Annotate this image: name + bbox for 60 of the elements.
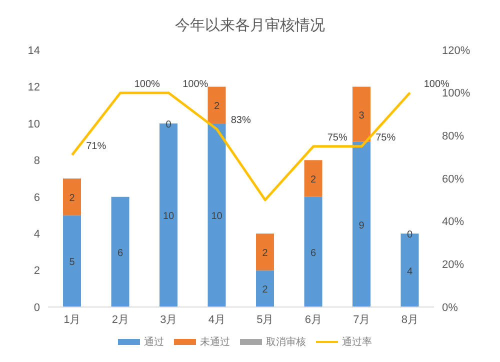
y-tick-label: 14 <box>28 44 40 57</box>
bar <box>208 123 226 307</box>
data-label: 2 <box>310 174 316 186</box>
y2-tick-label: 120% <box>442 44 470 57</box>
data-label: 2 <box>69 192 76 204</box>
bar <box>111 196 130 307</box>
legend-label: 未通过 <box>199 336 230 349</box>
bar <box>63 178 81 216</box>
legend-label: 通过 <box>143 336 164 349</box>
data-label: 3 <box>358 110 365 122</box>
y-tick-label: 6 <box>34 192 40 204</box>
bar <box>304 160 322 197</box>
data-label: 4 <box>406 266 413 278</box>
data-label: 100% <box>182 78 208 90</box>
data-label: 9 <box>358 220 365 232</box>
data-label: 2 <box>262 248 268 259</box>
data-label: 10 <box>211 211 223 222</box>
y-tick-label: 12 <box>28 82 40 94</box>
data-label: 100% <box>134 78 160 90</box>
y2-tick-label: 20% <box>442 259 464 272</box>
y2-tick-label: 100% <box>442 88 470 100</box>
x-tick-label: 4月 <box>208 314 226 326</box>
x-tick-label: 2月 <box>112 314 129 326</box>
y2-tick-label: 80% <box>442 130 464 143</box>
data-label: 2 <box>214 101 220 112</box>
data-label: 75% <box>376 132 396 144</box>
y-tick-label: 4 <box>34 228 40 240</box>
legend-label: 取消审核 <box>265 336 306 349</box>
x-tick-label: 5月 <box>256 314 274 326</box>
data-label: 6 <box>310 248 316 259</box>
data-label: 83% <box>230 115 251 126</box>
bar <box>352 142 370 307</box>
bar <box>208 86 226 124</box>
x-tick-label: 1月 <box>64 314 81 326</box>
y-tick-label: 0 <box>34 302 40 314</box>
chart-title: 今年以来各月审核情况 <box>174 15 326 36</box>
data-label: 75% <box>327 132 348 144</box>
y-tick-label: 10 <box>28 118 40 130</box>
y2-tick-label: 60% <box>442 173 464 186</box>
y2-tick-label: 0% <box>442 302 458 314</box>
bar <box>304 196 322 307</box>
bar <box>256 270 274 307</box>
data-label: 100% <box>424 78 450 90</box>
data-label: 5 <box>69 257 76 268</box>
bar <box>63 215 81 307</box>
y2-tick-label: 40% <box>442 216 464 228</box>
x-tick-label: 8月 <box>401 314 418 326</box>
x-tick-label: 3月 <box>160 314 178 326</box>
data-label: 2 <box>262 284 268 296</box>
data-label: 71% <box>86 140 106 152</box>
line-series <box>70 92 412 202</box>
data-label: 6 <box>117 248 124 259</box>
legend-label: 通过率 <box>341 336 372 349</box>
x-tick-label: 6月 <box>304 314 322 326</box>
y-tick-label: 8 <box>34 155 40 168</box>
data-label: 10 <box>162 211 174 222</box>
y-tick-label: 2 <box>34 265 40 278</box>
bar <box>352 86 370 142</box>
x-tick-label: 7月 <box>353 314 370 326</box>
bar <box>256 234 274 270</box>
